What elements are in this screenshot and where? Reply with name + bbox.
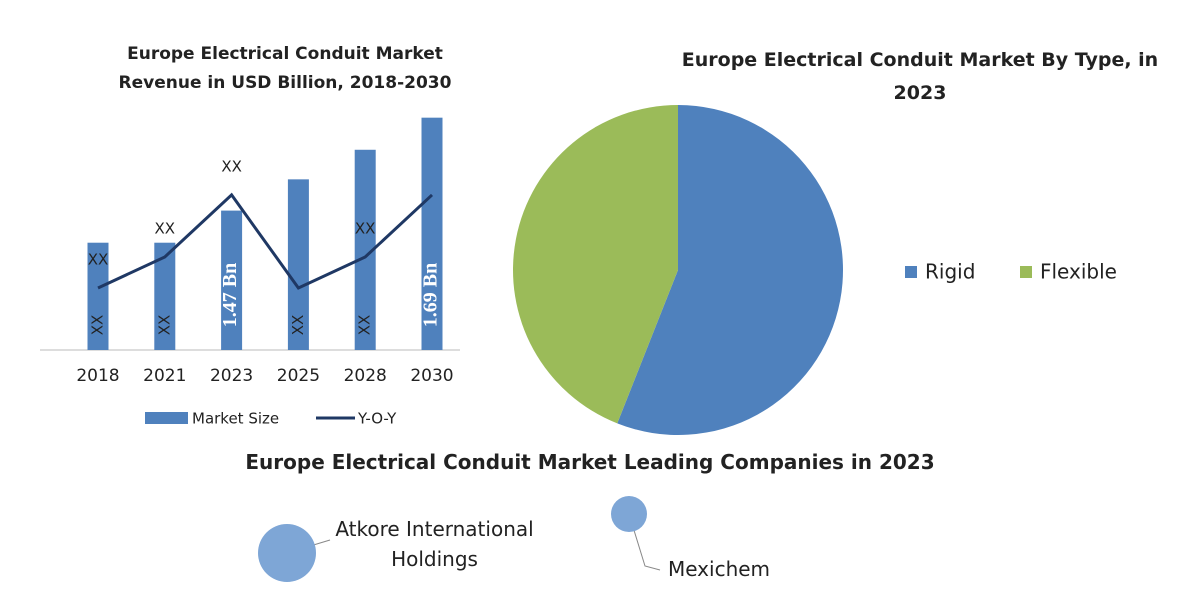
bar [354,149,376,350]
data-label: XX [356,315,374,336]
legend-swatch [905,266,917,278]
data-label: XX [289,315,307,336]
legend-label: Rigid [925,260,975,284]
data-label: XX [155,219,176,237]
pie-title: Europe Electrical Conduit Market By Type… [681,49,1159,104]
yoy-line [97,192,434,290]
legend-label: Market Size [192,410,279,428]
pie-slice [617,104,843,436]
bar [154,242,176,350]
x-tick-label: 2023 [210,366,253,386]
leader-line [628,513,661,571]
x-tick-label: 2028 [344,366,387,386]
legend-swatch [145,412,188,424]
bar [287,179,309,350]
companies-title: Europe Electrical Conduit Market Leading… [245,450,935,474]
data-label: XX [355,219,376,237]
company-bubble [611,496,647,532]
legend-label: Flexible [1040,260,1117,284]
x-tick-label: 2030 [410,366,453,386]
legend-swatch [1020,266,1032,278]
data-label: XX [155,315,173,336]
data-label: XX [89,315,107,336]
bar-title: Europe Electrical Conduit Market Revenue… [118,44,452,93]
bar [421,117,443,350]
x-tick-label: 2025 [277,366,320,386]
company-bubble [258,524,316,582]
x-tick-label: 2018 [76,366,119,386]
company-label: Mexichem [667,557,771,581]
bar [87,242,109,350]
legend-label: Y-O-Y [357,410,397,428]
data-label: 1.69 Bn [420,263,442,327]
data-label: XX [88,250,109,268]
pie-slice [513,105,678,424]
bar [221,210,243,350]
company-label: Atkore International Holdings [335,517,534,571]
x-tick-label: 2021 [143,366,186,386]
data-label: XX [221,157,242,175]
data-label: 1.47 Bn [219,263,241,327]
